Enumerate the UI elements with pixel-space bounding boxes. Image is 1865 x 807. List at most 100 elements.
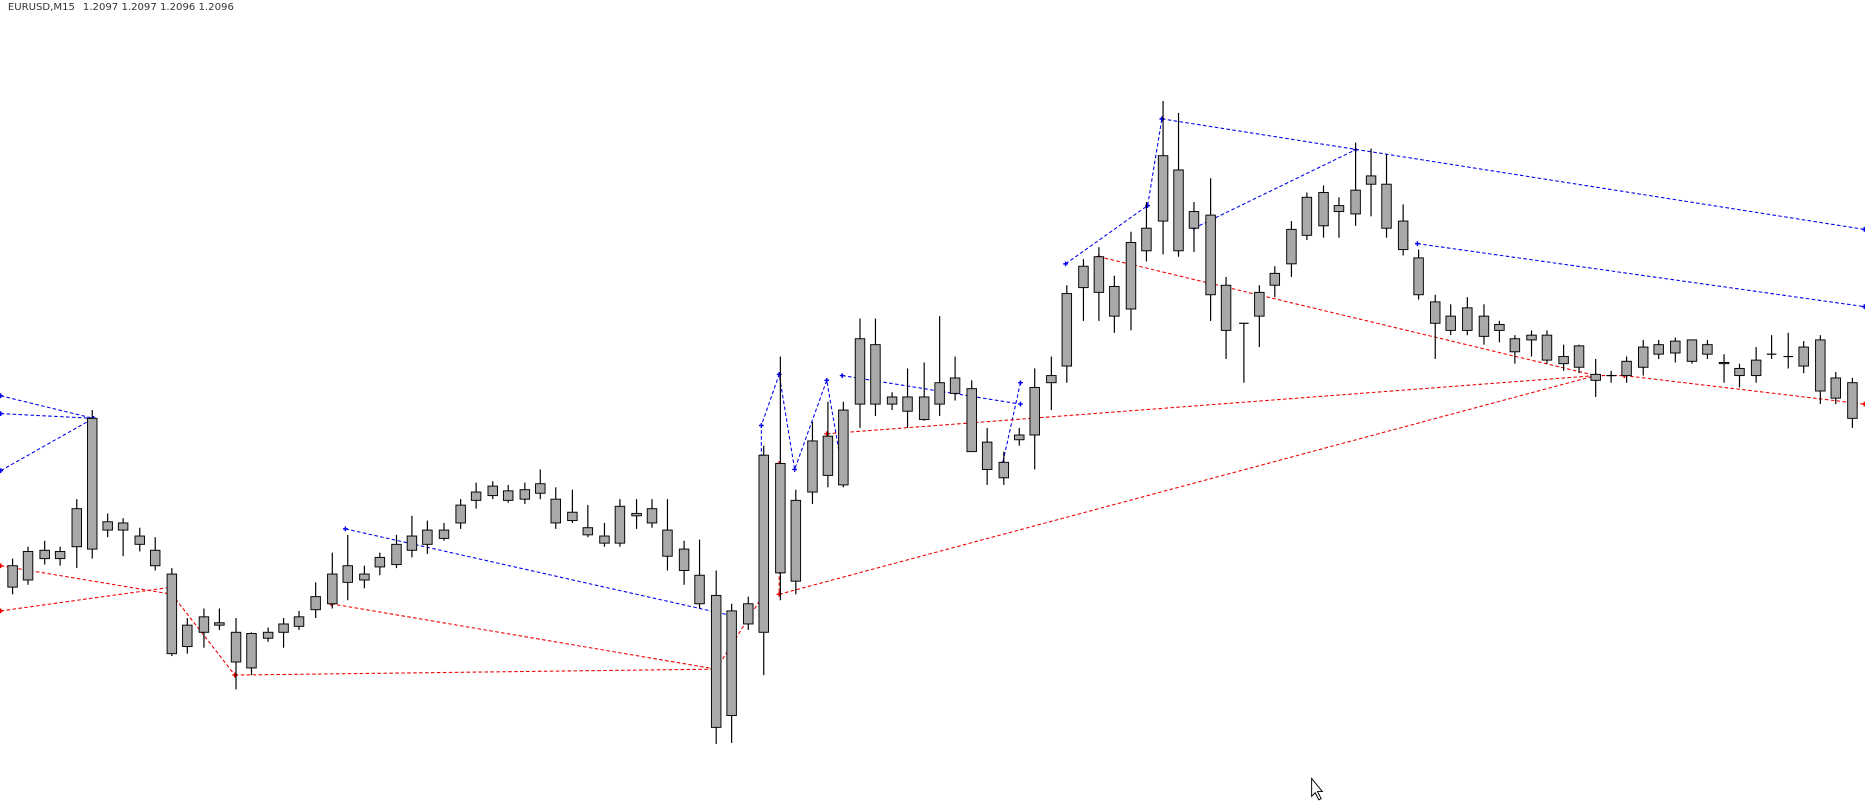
candle-body xyxy=(1205,214,1216,296)
candle-body xyxy=(1494,323,1505,331)
candle xyxy=(310,582,321,619)
candle-body xyxy=(487,485,498,497)
pivot-marker xyxy=(342,526,348,532)
candle xyxy=(422,520,433,554)
zigzag-line xyxy=(1624,375,1865,405)
candle xyxy=(822,401,834,488)
candle xyxy=(1606,370,1616,383)
candle-body xyxy=(694,574,705,605)
pivot-marker xyxy=(1018,401,1023,407)
candle xyxy=(7,558,18,595)
zigzag-line xyxy=(1193,149,1356,229)
candle xyxy=(1798,341,1809,374)
candle-body xyxy=(1718,362,1730,365)
candle xyxy=(230,618,242,690)
candle-body xyxy=(949,377,961,394)
candle xyxy=(182,618,193,654)
candle-body xyxy=(614,505,626,544)
candle xyxy=(1734,363,1745,388)
candle-body xyxy=(1078,265,1089,289)
candle xyxy=(1141,202,1152,262)
symbol: EURUSD,M15 xyxy=(8,2,75,13)
candle-body xyxy=(438,529,450,539)
candle xyxy=(710,570,722,745)
candle-body xyxy=(1815,339,1826,392)
candle-body xyxy=(117,522,129,531)
candle xyxy=(470,482,482,509)
candle xyxy=(1061,285,1073,383)
candle xyxy=(614,499,626,547)
candle xyxy=(1301,192,1313,241)
candle-body xyxy=(1301,196,1313,236)
candle-body xyxy=(71,508,83,548)
candle-body xyxy=(599,535,610,544)
candle xyxy=(149,537,161,571)
candle xyxy=(1815,335,1826,405)
candle-body xyxy=(22,550,34,581)
candle xyxy=(1205,178,1216,321)
candle xyxy=(1286,221,1297,277)
candle-body xyxy=(422,529,433,545)
candle xyxy=(1621,356,1632,383)
candle-body xyxy=(406,535,418,551)
mouse-cursor xyxy=(1311,777,1324,801)
candle xyxy=(39,540,50,565)
candle xyxy=(1830,372,1841,405)
candle-body xyxy=(293,616,305,627)
candle-body xyxy=(182,624,193,648)
pivot-marker xyxy=(0,393,4,399)
candle-body xyxy=(662,529,673,557)
candle xyxy=(1462,297,1473,336)
candle xyxy=(1718,354,1730,383)
pivot-marker xyxy=(758,423,764,428)
candle-body xyxy=(310,596,321,611)
candle-body xyxy=(1653,344,1664,355)
candle xyxy=(838,401,849,488)
zigzag-line xyxy=(1002,382,1021,464)
candle xyxy=(166,568,178,657)
zigzag-line xyxy=(0,565,172,595)
candle xyxy=(902,368,913,428)
candle-body xyxy=(134,535,145,545)
zigzag-line xyxy=(779,375,1596,595)
candle-body xyxy=(1847,382,1858,419)
candle xyxy=(1541,330,1553,364)
candle-body xyxy=(582,527,594,536)
pivot-marker xyxy=(824,377,830,383)
candle-body xyxy=(1109,285,1120,317)
candle xyxy=(918,362,930,421)
candles xyxy=(7,101,1858,745)
candle-body xyxy=(278,623,289,633)
candle-body xyxy=(646,508,658,524)
candle xyxy=(214,608,225,630)
pivot-marker xyxy=(1415,241,1420,247)
candle-body xyxy=(455,504,466,524)
candle xyxy=(1526,330,1537,357)
candle xyxy=(487,481,498,500)
candle-body xyxy=(1462,307,1473,331)
candle xyxy=(1558,344,1569,371)
zigzag-line xyxy=(234,668,717,676)
candle-body xyxy=(1046,375,1057,384)
candle-body xyxy=(230,631,242,663)
candle xyxy=(1847,377,1858,428)
candle xyxy=(966,380,977,453)
candle-body xyxy=(246,633,257,669)
candle-body xyxy=(1188,211,1200,229)
candle xyxy=(1093,247,1105,321)
candle xyxy=(1125,231,1137,331)
zigzag-line xyxy=(826,375,1596,435)
candle xyxy=(678,540,690,585)
candle xyxy=(631,499,642,529)
candle xyxy=(1014,427,1025,446)
candle-body xyxy=(1541,334,1553,361)
candle-body xyxy=(854,338,866,405)
candle-body xyxy=(1173,169,1184,252)
candle-body xyxy=(535,483,546,494)
candle-body xyxy=(502,490,514,501)
candle xyxy=(1269,266,1281,298)
zigzag-line xyxy=(0,586,172,612)
candle xyxy=(359,565,370,589)
candle xyxy=(278,618,289,648)
